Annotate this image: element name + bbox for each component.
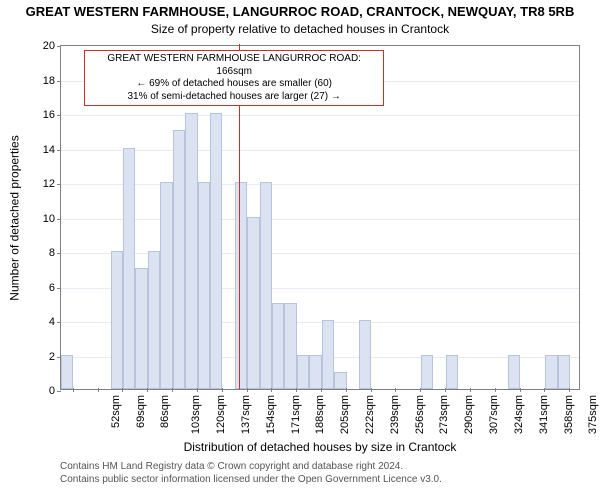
gridline: [61, 150, 579, 151]
gridline: [61, 115, 579, 116]
x-tick-label: 273sqm: [439, 395, 451, 434]
y-tick-label: 10: [43, 213, 61, 225]
x-tick-mark: [296, 388, 297, 392]
annotation-line-text: ← 69% of detached houses are smaller (60…: [89, 78, 379, 91]
plot-area: 0246810121416182052sqm69sqm86sqm103sqm12…: [60, 45, 580, 390]
y-tick-label: 14: [43, 144, 61, 156]
x-axis-label: Distribution of detached houses by size …: [60, 440, 580, 454]
gridline: [61, 184, 579, 185]
chart-title-main: GREAT WESTERN FARMHOUSE, LANGURROC ROAD,…: [0, 4, 600, 19]
y-axis-label-wrap: Number of detached properties: [6, 45, 24, 390]
histogram-bar: [185, 113, 197, 389]
histogram-bar: [334, 372, 346, 389]
x-tick-mark: [395, 388, 396, 392]
footer: Contains HM Land Registry data © Crown c…: [60, 460, 580, 486]
x-tick-mark: [98, 388, 99, 392]
histogram-bar: [173, 130, 185, 389]
x-tick-mark: [247, 388, 248, 392]
histogram-bar: [272, 303, 284, 389]
histogram-bar: [284, 303, 296, 389]
chart-title-sub: Size of property relative to detached ho…: [0, 22, 600, 36]
x-tick-label: 358sqm: [563, 395, 575, 434]
x-tick-label: 290sqm: [463, 395, 475, 434]
x-tick-label: 52sqm: [110, 395, 122, 428]
x-tick-label: 341sqm: [538, 395, 550, 434]
histogram-bar: [135, 268, 147, 389]
x-tick-label: 137sqm: [240, 395, 252, 434]
x-tick-mark: [172, 388, 173, 392]
histogram-bar: [558, 355, 570, 390]
gridline: [61, 219, 579, 220]
footer-line-1: Contains HM Land Registry data © Crown c…: [60, 460, 580, 473]
x-tick-mark: [346, 388, 347, 392]
x-tick-mark: [73, 388, 74, 392]
histogram-bar: [446, 355, 458, 390]
x-tick-mark: [321, 388, 322, 392]
histogram-bar: [148, 251, 160, 389]
x-tick-label: 120sqm: [215, 395, 227, 434]
x-tick-label: 86sqm: [159, 395, 171, 428]
annotation-line-text: GREAT WESTERN FARMHOUSE LANGURROC ROAD: …: [89, 53, 379, 78]
histogram-bar: [198, 182, 210, 389]
y-tick-label: 8: [49, 247, 61, 259]
x-tick-mark: [569, 388, 570, 392]
histogram-bar: [61, 355, 73, 390]
x-tick-mark: [420, 388, 421, 392]
y-tick-label: 16: [43, 109, 61, 121]
x-tick-label: 171sqm: [290, 395, 302, 434]
histogram-bar: [260, 182, 272, 389]
y-tick-label: 2: [49, 351, 61, 363]
histogram-bar: [111, 251, 123, 389]
y-tick-label: 12: [43, 178, 61, 190]
histogram-bar: [210, 113, 222, 389]
histogram-bar: [309, 355, 321, 390]
x-tick-label: 375sqm: [588, 395, 600, 434]
x-tick-mark: [271, 388, 272, 392]
y-tick-label: 0: [49, 385, 61, 397]
x-tick-label: 69sqm: [135, 395, 147, 428]
histogram-bar: [160, 182, 172, 389]
y-axis-label: Number of detached properties: [8, 135, 22, 300]
x-tick-label: 188sqm: [314, 395, 326, 434]
histogram-bar: [545, 355, 557, 390]
x-tick-mark: [147, 388, 148, 392]
x-tick-mark: [470, 388, 471, 392]
histogram-bar: [123, 148, 135, 390]
y-tick-label: 18: [43, 75, 61, 87]
x-tick-label: 154sqm: [265, 395, 277, 434]
x-tick-mark: [371, 388, 372, 392]
x-tick-mark: [222, 388, 223, 392]
annotation-line-text: 31% of semi-detached houses are larger (…: [89, 91, 379, 104]
x-tick-mark: [544, 388, 545, 392]
y-tick-label: 6: [49, 282, 61, 294]
histogram-bar: [421, 355, 433, 390]
histogram-bar: [235, 182, 247, 389]
gridline: [61, 253, 579, 254]
y-tick-label: 20: [43, 40, 61, 52]
x-tick-mark: [495, 388, 496, 392]
histogram-bar: [247, 217, 259, 390]
histogram-bar: [508, 355, 520, 390]
x-tick-label: 307sqm: [488, 395, 500, 434]
x-tick-label: 103sqm: [190, 395, 202, 434]
x-tick-label: 256sqm: [414, 395, 426, 434]
x-tick-mark: [445, 388, 446, 392]
x-tick-mark: [520, 388, 521, 392]
x-tick-label: 239sqm: [389, 395, 401, 434]
histogram-bar: [297, 355, 309, 390]
footer-line-2: Contains public sector information licen…: [60, 473, 580, 486]
x-tick-label: 222sqm: [364, 395, 376, 434]
y-tick-label: 4: [49, 316, 61, 328]
annotation-box: GREAT WESTERN FARMHOUSE LANGURROC ROAD: …: [84, 50, 384, 106]
x-tick-mark: [122, 388, 123, 392]
x-tick-mark: [197, 388, 198, 392]
histogram-bar: [359, 320, 371, 389]
x-tick-label: 324sqm: [513, 395, 525, 434]
x-tick-label: 205sqm: [339, 395, 351, 434]
histogram-bar: [322, 320, 334, 389]
